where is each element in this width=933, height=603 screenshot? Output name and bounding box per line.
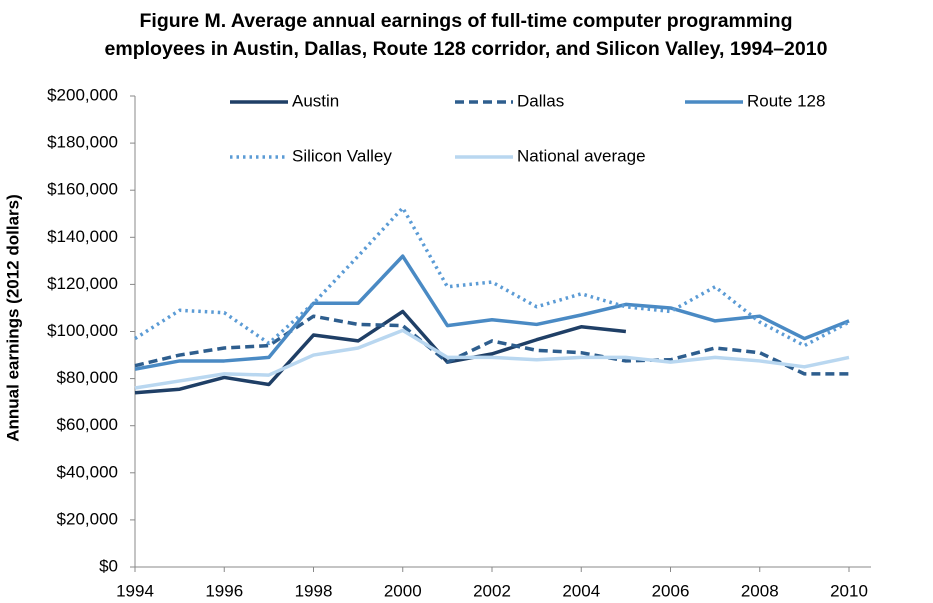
legend-label: Dallas	[517, 91, 564, 110]
x-tick-label: 2008	[741, 581, 779, 600]
series-line	[134, 254, 850, 371]
x-tick-label: 1998	[295, 581, 333, 600]
y-tick-label: $20,000	[57, 509, 118, 528]
chart-title: employees in Austin, Dallas, Route 128 c…	[105, 38, 828, 60]
x-tick-label: 2006	[652, 581, 690, 600]
y-tick-label: $40,000	[57, 462, 118, 481]
legend-label: Silicon Valley	[292, 146, 392, 165]
y-tick-label: $100,000	[47, 321, 118, 340]
y-tick-label: $200,000	[47, 85, 118, 104]
x-tick-label: 1996	[205, 581, 243, 600]
series-line	[134, 328, 850, 390]
series-line	[134, 314, 849, 376]
x-tick-label: 2002	[473, 581, 511, 600]
legend-label: Route 128	[747, 91, 825, 110]
legend-label: Austin	[292, 91, 339, 110]
y-tick-label: $140,000	[47, 227, 118, 246]
x-tick-label: 2010	[830, 581, 868, 600]
y-tick-label: $180,000	[47, 133, 118, 152]
x-tick-label: 1994	[116, 581, 154, 600]
legend-label: National average	[517, 146, 646, 165]
x-tick-label: 2004	[562, 581, 600, 600]
x-tick-label: 2000	[384, 581, 422, 600]
y-tick-label: $120,000	[47, 274, 118, 293]
y-tick-label: $160,000	[47, 180, 118, 199]
chart-title: Figure M. Average annual earnings of ful…	[140, 10, 793, 32]
series-line	[134, 206, 850, 348]
y-tick-label: $0	[99, 556, 118, 575]
y-tick-label: $80,000	[57, 368, 118, 387]
y-axis-label: Annual earnings (2012 dollars)	[3, 194, 22, 442]
y-tick-label: $60,000	[57, 415, 118, 434]
